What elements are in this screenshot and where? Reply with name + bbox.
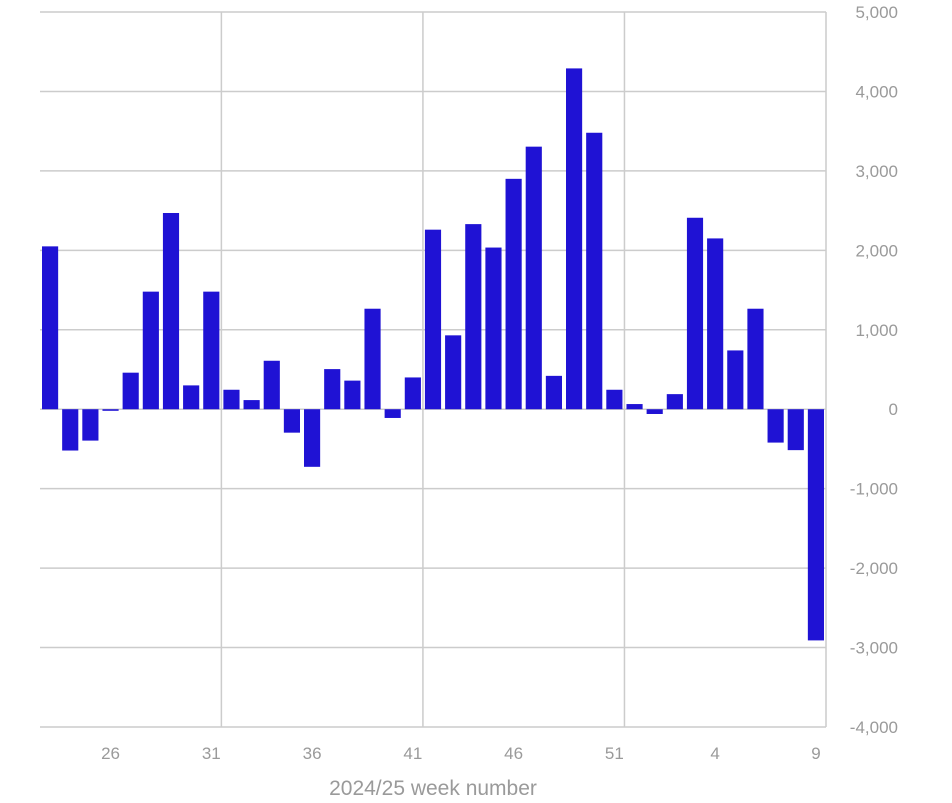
bars bbox=[42, 68, 824, 641]
bar-week-37 bbox=[324, 369, 341, 410]
bar-week-47 bbox=[525, 146, 542, 410]
bar-week-39 bbox=[364, 308, 381, 410]
bar-week-24 bbox=[62, 409, 79, 451]
x-axis-title: 2024/25 week number bbox=[329, 777, 537, 800]
y-tick-label: 3,000 bbox=[855, 162, 898, 181]
bar-week-34 bbox=[263, 360, 280, 410]
bar-week-46 bbox=[505, 178, 522, 410]
bar-week-51 bbox=[606, 389, 623, 410]
x-tick-label: 4 bbox=[710, 744, 719, 763]
bar-week-36 bbox=[304, 409, 321, 467]
y-tick-label: -4,000 bbox=[850, 718, 898, 737]
bar-week-41 bbox=[404, 377, 421, 410]
bar-week-33 bbox=[243, 400, 260, 410]
bar-week-25 bbox=[82, 409, 99, 441]
bar-week-31 bbox=[203, 291, 220, 410]
bar-week-2 bbox=[666, 394, 683, 410]
bar-week-48 bbox=[545, 375, 562, 410]
bar-week-40 bbox=[384, 409, 401, 418]
x-tick-label: 41 bbox=[403, 744, 422, 763]
bar-week-9 bbox=[807, 409, 824, 641]
y-tick-label: 2,000 bbox=[855, 241, 898, 260]
y-tick-label: 0 bbox=[889, 400, 898, 419]
bar-week-29 bbox=[162, 212, 180, 410]
y-tick-label: 5,000 bbox=[855, 3, 898, 22]
x-tick-label: 51 bbox=[605, 744, 624, 763]
bar-week-30 bbox=[183, 385, 200, 410]
bar-week-4 bbox=[707, 238, 724, 410]
bar-week-45 bbox=[485, 247, 502, 410]
x-tick-label: 26 bbox=[101, 744, 120, 763]
bar-week-7 bbox=[767, 409, 784, 443]
bar-week-38 bbox=[344, 380, 361, 410]
bar-week-28 bbox=[142, 291, 159, 410]
bar-week-6 bbox=[747, 308, 764, 410]
y-tick-label: -3,000 bbox=[850, 639, 898, 658]
bar-week-35 bbox=[283, 409, 300, 433]
bar-week-8 bbox=[787, 409, 804, 451]
y-tick-label: 4,000 bbox=[855, 82, 898, 101]
x-tick-label: 9 bbox=[811, 744, 820, 763]
bar-week-43 bbox=[445, 335, 462, 410]
bar-week-5 bbox=[727, 350, 744, 410]
bar-week-27 bbox=[122, 372, 139, 410]
bar-week-32 bbox=[223, 389, 240, 410]
y-axis-ticks: 5,000 4,000 3,000 2,000 1,000 0 -1,000 -2,000 -3… bbox=[850, 3, 898, 737]
bar-week-42 bbox=[424, 229, 442, 410]
y-tick-label: -1,000 bbox=[850, 480, 898, 499]
bar-week-23 bbox=[42, 246, 59, 410]
x-tick-label: 36 bbox=[303, 744, 322, 763]
bar-week-49 bbox=[566, 68, 583, 410]
bar-week-50 bbox=[586, 132, 603, 410]
x-tick-label: 31 bbox=[202, 744, 221, 763]
bar-week-1 bbox=[646, 409, 663, 414]
y-tick-label: 1,000 bbox=[855, 321, 898, 340]
bar-week-44 bbox=[465, 224, 482, 410]
x-tick-label: 46 bbox=[504, 744, 523, 763]
bar-week-26 bbox=[102, 409, 119, 411]
y-tick-label: -2,000 bbox=[850, 559, 898, 578]
x-axis-ticks: 26 31 36 41 46 51 4 9 bbox=[101, 744, 821, 763]
bar-week-3 bbox=[686, 217, 704, 410]
bar-week-52 bbox=[626, 404, 643, 410]
